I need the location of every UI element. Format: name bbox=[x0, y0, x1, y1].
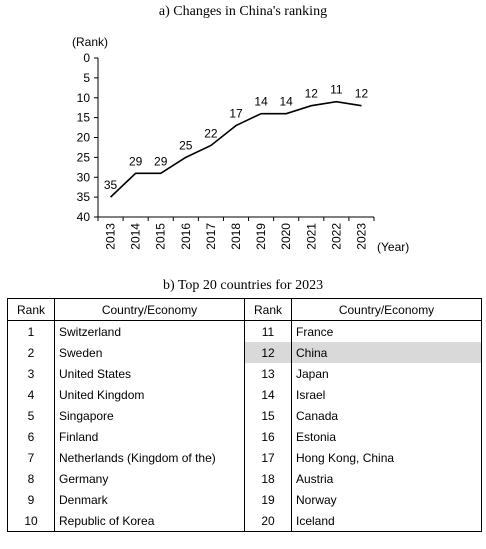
y-tick-label: 40 bbox=[77, 210, 91, 224]
rank-cell: 18 bbox=[244, 468, 292, 489]
series-line bbox=[109, 100, 362, 198]
data-label: 25 bbox=[179, 138, 193, 152]
data-label: 29 bbox=[129, 154, 143, 168]
country-cell: United Kingdom bbox=[54, 384, 245, 405]
y-tick-label: 35 bbox=[77, 190, 91, 204]
rank-cell: 1 bbox=[7, 320, 55, 342]
country-cell: Singapore bbox=[54, 405, 245, 426]
country-cell: Israel bbox=[291, 384, 482, 405]
data-label: 11 bbox=[330, 83, 343, 97]
table-row: 6 Finland 16 Estonia bbox=[7, 426, 482, 447]
data-label: 29 bbox=[154, 154, 168, 168]
top20-table: Rank Country/Economy Rank Country/Econom… bbox=[7, 298, 482, 532]
rank-cell: 9 bbox=[7, 489, 55, 510]
table-row: 4 United Kingdom 14 Israel bbox=[7, 384, 482, 405]
table-row: 5 Singapore 15 Canada bbox=[7, 405, 482, 426]
country-cell: Switzerland bbox=[54, 320, 245, 342]
rank-cell: 12 bbox=[244, 342, 292, 363]
x-tick-label: 2017 bbox=[204, 223, 218, 250]
x-tick-label: 2016 bbox=[179, 223, 193, 250]
rank-cell: 13 bbox=[244, 363, 292, 384]
country-cell: United States bbox=[54, 363, 245, 384]
rank-cell: 3 bbox=[7, 363, 55, 384]
rank-cell: 15 bbox=[244, 405, 292, 426]
table-row: 7 Netherlands (Kingdom of the) 17 Hong Kong… bbox=[7, 447, 482, 468]
country-cell: Canada bbox=[291, 405, 482, 426]
x-axis-label: (Year) bbox=[377, 240, 409, 254]
country-cell: Finland bbox=[54, 426, 245, 447]
y-tick-label: 10 bbox=[77, 91, 91, 105]
y-tick-label: 30 bbox=[77, 170, 91, 184]
country-cell: Germany bbox=[54, 468, 245, 489]
data-label: 22 bbox=[204, 126, 218, 140]
header-rank-left: Rank bbox=[7, 298, 55, 321]
y-tick-label: 25 bbox=[77, 150, 91, 164]
rank-cell: 16 bbox=[244, 426, 292, 447]
header-rank-right: Rank bbox=[244, 298, 292, 321]
rank-cell: 17 bbox=[244, 447, 292, 468]
rank-cell: 2 bbox=[7, 342, 55, 363]
data-label: 14 bbox=[254, 95, 268, 109]
country-cell: France bbox=[291, 320, 482, 342]
data-label: 12 bbox=[305, 87, 319, 101]
rank-cell: 20 bbox=[244, 510, 292, 532]
table-row: 2 Sweden 12 China bbox=[7, 342, 482, 363]
table-header-row: Rank Country/Economy Rank Country/Econom… bbox=[7, 298, 482, 321]
data-label: 14 bbox=[280, 95, 294, 109]
table-row: 1 Switzerland 11 France bbox=[7, 320, 482, 342]
x-tick-label: 2021 bbox=[304, 223, 318, 250]
x-tick-label: 2020 bbox=[279, 223, 293, 250]
rank-cell: 5 bbox=[7, 405, 55, 426]
x-tick-label: 2014 bbox=[129, 223, 143, 250]
x-tick-label: 2018 bbox=[229, 223, 243, 250]
table-row: 9 Denmark 19 Norway bbox=[7, 489, 482, 510]
country-cell: Sweden bbox=[54, 342, 245, 363]
x-tick-label: 2015 bbox=[154, 223, 168, 250]
country-cell: Denmark bbox=[54, 489, 245, 510]
country-cell: China bbox=[291, 342, 482, 363]
y-tick-label: 20 bbox=[77, 131, 91, 145]
data-label: 12 bbox=[355, 87, 369, 101]
y-tick-label: 5 bbox=[83, 71, 90, 85]
x-tick-label: 2022 bbox=[329, 223, 343, 250]
table-title: b) Top 20 countries for 2023 bbox=[162, 278, 324, 293]
x-tick-label: 2023 bbox=[354, 223, 368, 250]
rank-cell: 11 bbox=[244, 320, 292, 342]
y-tick-label: 15 bbox=[77, 111, 91, 125]
y-tick-label: 0 bbox=[83, 51, 90, 65]
table-row: 3 United States 13 Japan bbox=[7, 363, 482, 384]
country-cell: Norway bbox=[291, 489, 482, 510]
country-cell: Austria bbox=[291, 468, 482, 489]
rank-cell: 14 bbox=[244, 384, 292, 405]
country-cell: Republic of Korea bbox=[54, 510, 245, 532]
chart-title: a) Changes in China's ranking bbox=[158, 4, 328, 19]
data-label: 35 bbox=[104, 178, 118, 192]
header-country-right: Country/Economy bbox=[291, 298, 482, 321]
rank-cell: 8 bbox=[7, 468, 55, 489]
data-label: 17 bbox=[229, 107, 243, 121]
country-cell: Netherlands (Kingdom of the) bbox=[54, 447, 245, 468]
rank-cell: 6 bbox=[7, 426, 55, 447]
country-cell: Estonia bbox=[291, 426, 482, 447]
table-row: 10 Republic of Korea 20 Iceland bbox=[7, 510, 482, 532]
table-row: 8 Germany 18 Austria bbox=[7, 468, 482, 489]
header-country-left: Country/Economy bbox=[54, 298, 245, 321]
x-tick-label: 2013 bbox=[104, 223, 118, 250]
x-tick-label: 2019 bbox=[254, 223, 268, 250]
table-body: 1 Switzerland 11 France 2 Sweden 12 China 3 Unite… bbox=[7, 320, 482, 532]
country-cell: Japan bbox=[291, 363, 482, 384]
rank-cell: 4 bbox=[7, 384, 55, 405]
country-cell: Iceland bbox=[291, 510, 482, 532]
rank-line-chart: 0 5 10 15 20 25 30 35 40 (Rank) 2013 2014 2015 2016 20… bbox=[72, 35, 409, 254]
rank-cell: 10 bbox=[7, 510, 55, 532]
y-axis-label: (Rank) bbox=[72, 35, 108, 49]
country-cell: Hong Kong, China bbox=[291, 447, 482, 468]
rank-cell: 19 bbox=[244, 489, 292, 510]
rank-cell: 7 bbox=[7, 447, 55, 468]
